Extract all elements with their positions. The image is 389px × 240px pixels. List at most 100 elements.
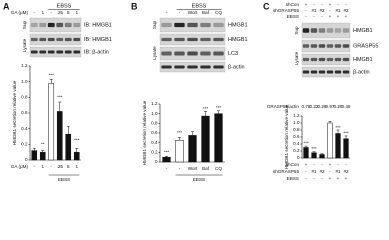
error-bar	[217, 110, 220, 114]
error-bar	[191, 131, 194, 136]
blot-band	[47, 50, 55, 54]
lane-label: Wort	[188, 10, 198, 15]
y-tick-label: 1.2	[21, 63, 28, 68]
error-bar	[304, 145, 308, 148]
x-tick-label: -	[337, 162, 339, 167]
bar	[201, 115, 210, 163]
blot-band	[213, 37, 224, 42]
significance: ***	[177, 130, 183, 135]
panel-letter: C	[263, 1, 270, 11]
lane-label: -	[345, 2, 347, 7]
side-label: Lysate	[22, 38, 27, 52]
blot-band	[326, 28, 334, 33]
lane-label: +	[345, 14, 348, 19]
blot-image	[29, 17, 82, 33]
x-tick-label: -	[321, 162, 323, 167]
y-tick-label: 0.4	[293, 141, 300, 146]
error-bar	[204, 111, 207, 117]
blot-band	[302, 44, 310, 48]
blot-band	[318, 57, 326, 62]
blot-band	[310, 57, 318, 62]
x-tick-label: -	[50, 164, 52, 169]
x-tick-label: #2	[319, 169, 325, 174]
x-tick-label: Wort	[188, 166, 198, 171]
x-tick-label: #1	[311, 169, 317, 174]
error-bar	[165, 155, 168, 158]
y-tick-label: 0	[155, 159, 158, 164]
x-tick-label: -	[305, 176, 307, 181]
lane-label: #2	[343, 8, 349, 13]
error-bar	[58, 101, 62, 112]
side-label: Sup	[152, 20, 157, 29]
x-tick-label: -	[321, 176, 323, 181]
x-tick-label: -	[166, 166, 168, 171]
blot-band	[73, 22, 81, 28]
ratio-value: 0.46	[342, 104, 351, 109]
y-axis-label: HMGB1 secretion relative value	[284, 104, 289, 169]
y-tick-label: 0.8	[293, 127, 300, 132]
blot-band	[302, 57, 310, 62]
y-tick-label: 0.2	[21, 142, 28, 147]
condition-name: shGRASP55	[273, 8, 299, 13]
y-tick-label: 0.2	[293, 148, 300, 153]
ratio-value: 0.97	[326, 104, 335, 109]
lane-label: -	[313, 2, 315, 7]
x-tick-label: Baf	[202, 166, 210, 171]
blot-band	[213, 51, 224, 56]
blot-band	[213, 22, 224, 28]
lane-label: +	[329, 14, 332, 19]
blot-band	[73, 37, 81, 42]
blot-image	[301, 53, 351, 66]
x-tick-label: -	[305, 169, 307, 174]
blot-band	[39, 37, 47, 42]
y-tick-label: 0.2	[151, 150, 158, 155]
blot-label: GRASP55	[353, 43, 378, 49]
x-tick-label: 1	[41, 164, 44, 169]
blot-label: IB: HMGB1	[84, 22, 112, 28]
y-tick-label: 0.4	[151, 140, 158, 145]
blot-band	[73, 50, 81, 54]
lane-label: -	[329, 8, 331, 13]
x-tick-label: 5	[67, 164, 70, 169]
blot-band	[334, 28, 342, 33]
lane-label: -	[321, 14, 323, 19]
lane-label: -	[305, 8, 307, 13]
bar	[56, 111, 63, 161]
blot-band	[56, 22, 64, 28]
blot-band	[318, 70, 326, 74]
blot-label: IB: HMGB1	[84, 37, 112, 43]
blot-band	[342, 44, 350, 48]
bar	[327, 122, 333, 159]
chart	[300, 115, 350, 159]
side-label: Lysate	[294, 51, 299, 65]
blot-band	[187, 65, 198, 69]
y-axis-label: HMGB1 secretion relative value	[142, 100, 147, 165]
y-axis-label: HMGB1 secretion relative value	[12, 80, 17, 145]
x-tick-label: #1	[335, 169, 341, 174]
error-bar	[328, 121, 332, 123]
blot-band	[334, 57, 342, 62]
blot-band	[47, 37, 55, 42]
bar	[311, 152, 317, 159]
y-tick-label: 1.2	[293, 113, 300, 118]
bar	[214, 113, 223, 163]
error-bar	[178, 137, 181, 141]
error-bar	[312, 151, 316, 153]
blot-band	[161, 65, 172, 69]
significance: **	[41, 142, 45, 147]
blot-band	[174, 65, 185, 69]
treatment-header: EBSS	[192, 3, 207, 9]
lane-label: #1	[311, 8, 317, 13]
lane-label: -	[305, 14, 307, 19]
blot-band	[310, 28, 318, 33]
bar	[39, 151, 46, 161]
group-label: EBSS	[58, 177, 70, 182]
x-tick-label: +	[345, 176, 348, 181]
blot-label: HMGB1	[228, 37, 248, 43]
x-tick-label: +	[329, 162, 332, 167]
significance: ***	[49, 73, 55, 78]
blot-band	[39, 22, 47, 28]
y-tick-label: 1.2	[151, 101, 158, 106]
ratio-label: GRASP55/actin	[267, 104, 300, 109]
blot-band	[64, 50, 72, 54]
